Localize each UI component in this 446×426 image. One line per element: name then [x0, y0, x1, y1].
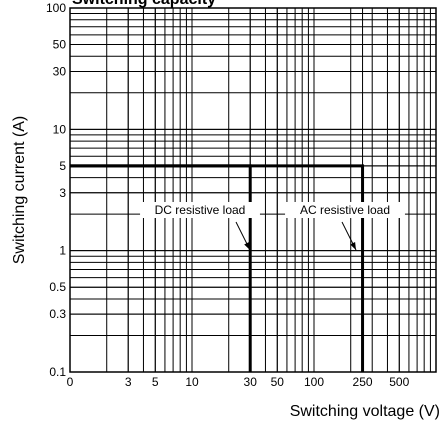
x-tick-label: 10	[185, 375, 199, 389]
y-tick-label: 0.3	[49, 307, 66, 321]
y-tick-label: 50	[53, 38, 67, 52]
y-tick-label: 10	[53, 122, 67, 136]
y-tick-label: 3	[59, 186, 66, 200]
label-background	[285, 202, 405, 218]
x-tick-label: 100	[304, 375, 324, 389]
x-tick-label: 30	[244, 375, 258, 389]
series-label: AC resistive load	[300, 203, 390, 217]
x-tick-label: 50	[271, 375, 285, 389]
y-tick-label: 30	[53, 64, 67, 78]
plot-frame	[69, 7, 437, 373]
x-tick-label: 250	[353, 375, 373, 389]
plot-background	[70, 8, 436, 372]
y-tick-label: 0.1	[49, 365, 66, 379]
y-tick-label: 5	[59, 159, 66, 173]
label-background	[140, 202, 260, 218]
y-tick-label: 100	[46, 1, 66, 15]
x-tick-label: 500	[389, 375, 409, 389]
series-label: DC resistive load	[155, 203, 246, 217]
series-line	[70, 164, 365, 372]
x-tick-label: 3	[125, 375, 132, 389]
x-tick-label: 5	[152, 375, 159, 389]
x-axis-label: Switching voltage (V)	[290, 403, 440, 420]
chart-title: Switching capacity	[72, 0, 216, 8]
y-tick-label: 1	[59, 244, 66, 258]
y-axis-label: Switching current (A)	[11, 116, 28, 265]
arrow-head	[244, 242, 250, 250]
x-tick-label: 0	[67, 375, 74, 389]
arrow-head	[350, 242, 356, 250]
y-tick-label: 0.5	[49, 280, 66, 294]
